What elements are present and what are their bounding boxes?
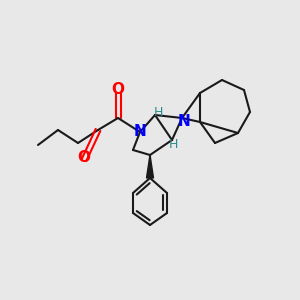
Text: N: N [134, 124, 146, 140]
Text: H: H [168, 139, 178, 152]
Text: O: O [77, 149, 91, 164]
Polygon shape [146, 155, 154, 178]
Text: N: N [178, 115, 190, 130]
Text: O: O [112, 82, 124, 98]
Text: H: H [153, 106, 163, 118]
